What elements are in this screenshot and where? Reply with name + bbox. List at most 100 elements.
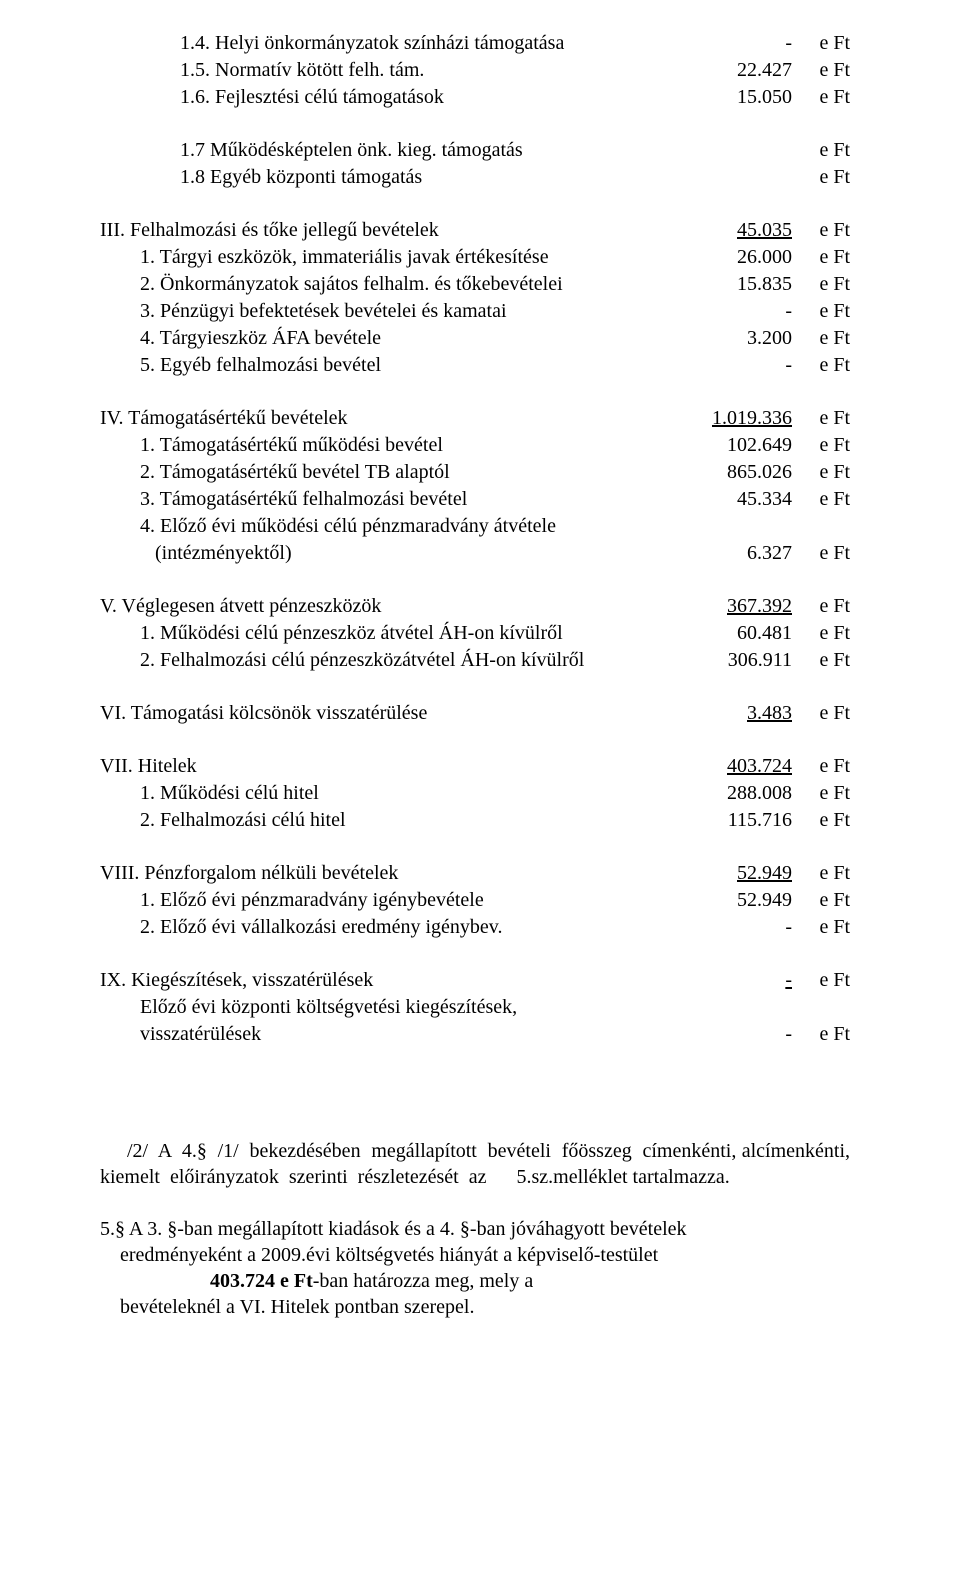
line-label: 1. Támogatásértékű működési bevétel [100,432,672,459]
section-header-row: VI. Támogatási kölcsönök visszatérülése3… [100,700,850,727]
line-value: 288.008 [672,780,792,807]
line-unit: e Ft [792,780,850,807]
line-item-row: 1. Működési célú hitel288.008e Ft [100,780,850,807]
line-unit: e Ft [792,459,850,486]
bold-amount: 403.724 e Ft [210,1270,313,1292]
line-value: 26.000 [672,244,792,271]
line-label: 1.5. Normatív kötött felh. tám. [100,57,672,84]
line-value: 403.724 [672,753,792,780]
section-header-row: III. Felhalmozási és tőke jellegű bevéte… [100,217,850,244]
line-label: 3. Pénzügyi befektetések bevételei és ka… [100,298,672,325]
line-value: - [672,352,792,379]
line-value: 60.481 [672,620,792,647]
line-unit: e Ft [792,1021,850,1048]
line-label: 4. Tárgyieszköz ÁFA bevétele [100,325,672,352]
line-item-row: 4. Tárgyieszköz ÁFA bevétele3.200e Ft [100,325,850,352]
line-value: - [672,967,792,994]
line-unit: e Ft [792,432,850,459]
line-label: 1. Tárgyi eszközök, immateriális javak é… [100,244,672,271]
line-label: 5. Egyéb felhalmozási bevétel [100,352,672,379]
line-item-row: Előző évi központi költségvetési kiegész… [100,994,850,1021]
section-header-row: VII. Hitelek403.724e Ft [100,753,850,780]
line-item-row: 1. Működési célú pénzeszköz átvétel ÁH-o… [100,620,850,647]
line-value: 52.949 [672,860,792,887]
line-value: 115.716 [672,807,792,834]
line-unit: e Ft [792,30,850,57]
line-value: 45.334 [672,486,792,513]
line-unit: e Ft [792,647,850,674]
line-unit: e Ft [792,298,850,325]
line-label: IV. Támogatásértékű bevételek [100,405,672,432]
line-value: 15.835 [672,271,792,298]
line-label: visszatérülések [100,1021,672,1048]
line-value: 6.327 [672,540,792,567]
line-item-row: 2. Önkormányzatok sajátos felhalm. és tő… [100,271,850,298]
line-item-row: 3. Pénzügyi befektetések bevételei és ka… [100,298,850,325]
line-label: 1. Előző évi pénzmaradvány igénybevétele [100,887,672,914]
line-item-row: 4. Előző évi működési célú pénzmaradvány… [100,513,850,540]
line-value: - [672,1021,792,1048]
line-label: 1. Működési célú pénzeszköz átvétel ÁH-o… [100,620,672,647]
line-value: - [672,914,792,941]
line-label: 1.4. Helyi önkormányzatok színházi támog… [100,30,672,57]
line-item-row: 1.4. Helyi önkormányzatok színházi támog… [100,30,850,57]
line-label: 1.6. Fejlesztési célú támogatások [100,84,672,111]
line-unit: e Ft [792,84,850,111]
line-value: - [672,30,792,57]
line-label: III. Felhalmozási és tőke jellegű bevéte… [100,217,672,244]
line-item-row: 1. Előző évi pénzmaradvány igénybevétele… [100,887,850,914]
line-label: 2. Felhalmozási célú pénzeszközátvétel Á… [100,647,672,674]
line-value: 102.649 [672,432,792,459]
line-label: V. Véglegesen átvett pénzeszközök [100,593,672,620]
line-value: 367.392 [672,593,792,620]
line-label: 1. Működési célú hitel [100,780,672,807]
line-item-row: 2. Felhalmozási célú pénzeszközátvétel Á… [100,647,850,674]
line-item-row: 1.8 Egyéb központi támogatás e Ft [100,164,850,191]
line-label: VIII. Pénzforgalom nélküli bevételek [100,860,672,887]
line-item-row: 2. Előző évi vállalkozási eredmény igény… [100,914,850,941]
line-unit: e Ft [792,887,850,914]
line-value: 45.035 [672,217,792,244]
line-unit: e Ft [792,57,850,84]
line-unit: e Ft [792,620,850,647]
line-unit: e Ft [792,593,850,620]
line-value: 1.019.336 [672,405,792,432]
line-item-row: 1.7 Működésképtelen önk. kieg. támogatás… [100,137,850,164]
line-value: 15.050 [672,84,792,111]
line-value: 306.911 [672,647,792,674]
line-label: 2. Önkormányzatok sajátos felhalm. és tő… [100,271,672,298]
line-unit: e Ft [792,914,850,941]
line-unit: e Ft [792,753,850,780]
line-label: 1.7 Működésképtelen önk. kieg. támogatás [100,137,672,164]
line-label: 2. Támogatásértékű bevétel TB alaptól [100,459,672,486]
line-item-row: 1.5. Normatív kötött felh. tám.22.427e F… [100,57,850,84]
line-value: 52.949 [672,887,792,914]
line-label: 1.8 Egyéb központi támogatás [100,164,672,191]
section-header-row: IX. Kiegészítések, visszatérülések-e Ft [100,967,850,994]
line-value: 3.483 [672,700,792,727]
line-item-row: 3. Támogatásértékű felhalmozási bevétel4… [100,486,850,513]
line-label: 3. Támogatásértékű felhalmozási bevétel [100,486,672,513]
line-unit: e Ft [792,352,850,379]
line-unit: e Ft [792,486,850,513]
line-label: (intézményektől) [100,540,672,567]
section-header-row: VIII. Pénzforgalom nélküli bevételek52.9… [100,860,850,887]
line-item-row: 2. Felhalmozási célú hitel115.716e Ft [100,807,850,834]
section-header-row: IV. Támogatásértékű bevételek1.019.336e … [100,405,850,432]
line-value: - [672,298,792,325]
line-item-row: visszatérülések-e Ft [100,1021,850,1048]
line-label: IX. Kiegészítések, visszatérülések [100,967,672,994]
line-label: VI. Támogatási kölcsönök visszatérülése [100,700,672,727]
line-unit: e Ft [792,217,850,244]
line-item-row: (intézményektől)6.327e Ft [100,540,850,567]
line-value: 22.427 [672,57,792,84]
section-header-row: V. Véglegesen átvett pénzeszközök367.392… [100,593,850,620]
line-value: 3.200 [672,325,792,352]
line-unit: e Ft [792,164,850,191]
line-unit: e Ft [792,405,850,432]
paragraph-2: 5.§ A 3. §-ban megállapított kiadások és… [100,1216,850,1320]
line-unit: e Ft [792,700,850,727]
line-item-row: 1.6. Fejlesztési célú támogatások15.050e… [100,84,850,111]
line-unit: e Ft [792,271,850,298]
line-label: 2. Előző évi vállalkozási eredmény igény… [100,914,672,941]
